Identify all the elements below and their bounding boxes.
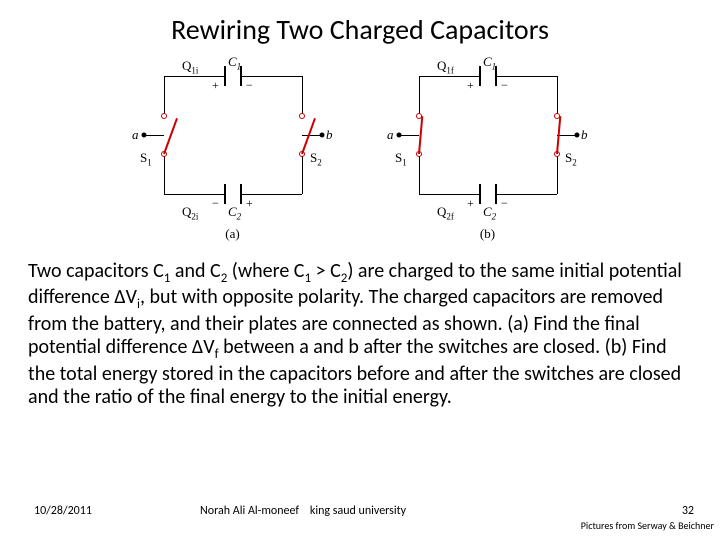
problem-text: Two capacitors C1 and C2 (where C1 > C2)…	[28, 260, 692, 410]
label-c2-b: C2	[483, 204, 496, 222]
label-c2: C2	[228, 204, 241, 222]
circuit-a: + − − + Q1i C1 a b S1 S2 Q2i C2 (a)	[130, 54, 335, 234]
slide-title: Rewiring Two Charged Capacitors	[0, 12, 720, 47]
footer-credit: Pictures from Serway & Beichner	[581, 519, 714, 532]
label-q1i: Q1i	[182, 58, 198, 76]
label-s2: S2	[310, 150, 322, 168]
footer-date: 10/28/2011	[34, 504, 92, 518]
footer-center: Norah Ali Al-moneef king saud university	[200, 504, 406, 518]
label-s2-b: S2	[565, 150, 577, 168]
label-a-b: a	[387, 127, 394, 143]
label-s1-b: S1	[395, 150, 407, 168]
c2-minus: −	[212, 196, 219, 211]
label-q2f: Q2f	[437, 204, 454, 222]
c1-plus: +	[212, 78, 219, 93]
c2-minus-b: −	[501, 196, 508, 211]
label-b-b: b	[581, 127, 588, 143]
c1-plus-b: +	[467, 78, 474, 93]
label-b: b	[326, 127, 333, 143]
sublabel-a: (a)	[130, 226, 335, 242]
circuit-b: + − + − Q1f C1 a b S1 S2 Q2f C2 (b)	[385, 54, 590, 234]
label-a: a	[132, 127, 139, 143]
sublabel-b: (b)	[385, 226, 590, 242]
label-c1-b: C1	[483, 54, 496, 72]
c1-minus: −	[246, 78, 253, 93]
c2-plus-b: +	[467, 196, 474, 211]
c2-plus: +	[246, 196, 253, 211]
c1-minus-b: −	[501, 78, 508, 93]
label-s1: S1	[140, 150, 152, 168]
label-q2i: Q2i	[182, 204, 198, 222]
diagram-row: + − − + Q1i C1 a b S1 S2 Q2i C2 (a)	[130, 54, 590, 254]
label-q1f: Q1f	[437, 58, 454, 76]
label-c1: C1	[228, 54, 241, 72]
footer-page-number: 32	[682, 504, 694, 518]
